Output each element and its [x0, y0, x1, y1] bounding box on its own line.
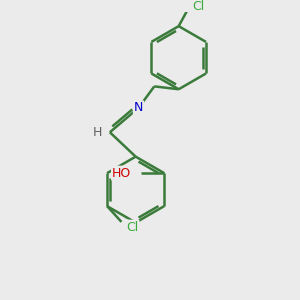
Text: H: H	[93, 126, 103, 139]
Text: HO: HO	[112, 167, 131, 180]
Text: Cl: Cl	[192, 0, 204, 14]
Text: N: N	[134, 101, 143, 114]
Text: Cl: Cl	[126, 220, 139, 234]
